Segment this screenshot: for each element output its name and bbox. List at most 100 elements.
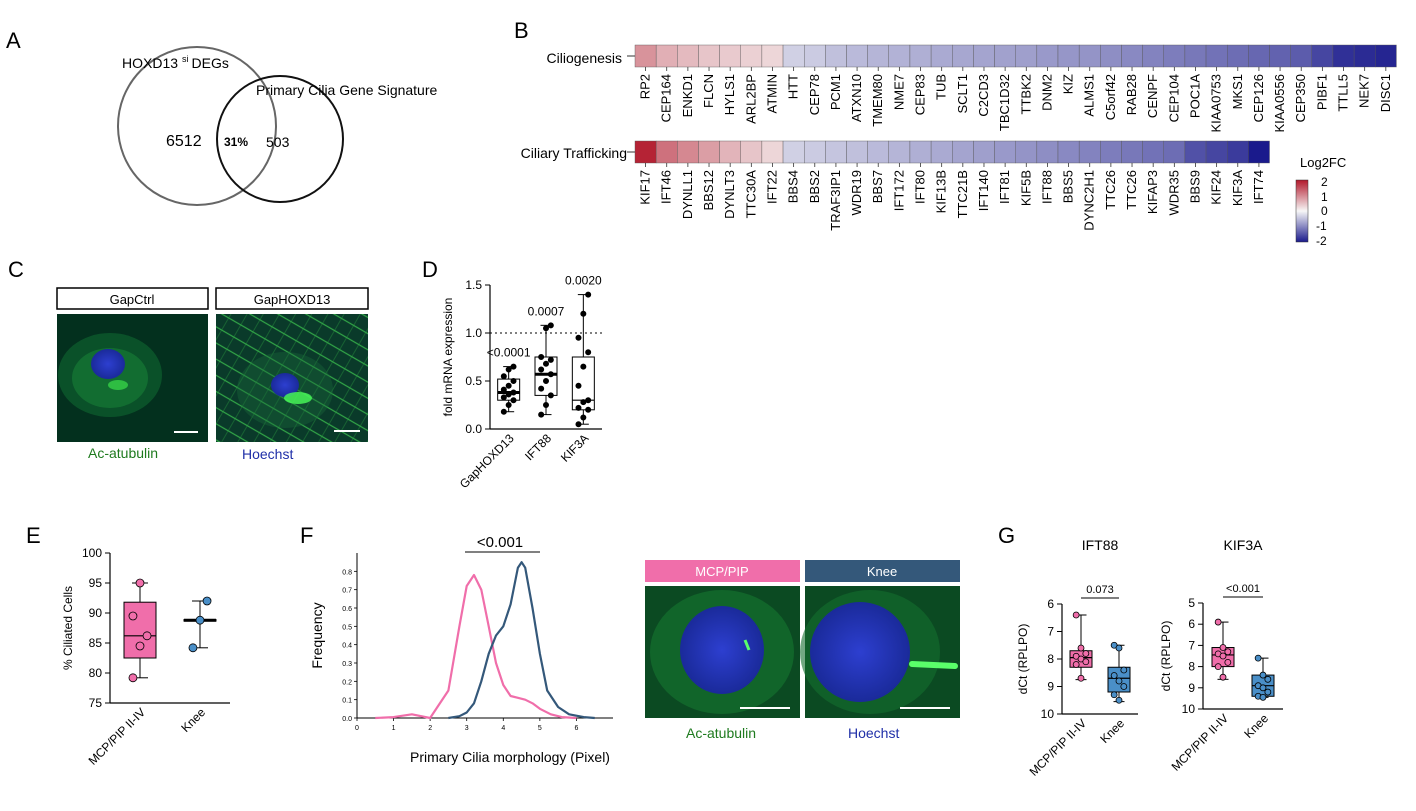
heatmap-gene-label: ENKD1 xyxy=(680,74,695,117)
venn-overlap-percent: 31% xyxy=(224,135,248,149)
data-point xyxy=(1082,658,1090,666)
heatmap-cell xyxy=(1248,44,1270,68)
heatmap-gene-label: WDR19 xyxy=(849,170,864,216)
panel-letter-e: E xyxy=(26,523,41,548)
y-tick-label: 6 xyxy=(1188,617,1195,631)
heatmap-cell xyxy=(1057,140,1080,164)
heatmap-gene-label: TTC26 xyxy=(1124,170,1139,210)
heatmap-gene-label: RAB28 xyxy=(1124,74,1139,115)
heatmap-cell xyxy=(930,44,953,68)
heatmap-gene-label: DNM2 xyxy=(1039,74,1054,111)
heatmap-gene-label: HTT xyxy=(786,74,801,99)
heatmap-cell xyxy=(719,140,741,164)
data-point xyxy=(580,310,587,317)
heatmap-gene-label: KIF5B xyxy=(1018,170,1033,206)
x-tick-label: 2 xyxy=(428,725,432,732)
chart-title: <0.001 xyxy=(477,534,523,551)
heatmap-gene-label: KIF3A xyxy=(1230,170,1245,206)
y-tick-label: 0.0 xyxy=(342,716,352,723)
y-tick-label: 95 xyxy=(89,576,103,590)
heatmap-cell xyxy=(698,140,720,164)
heatmap-gene-label: KIF24 xyxy=(1209,170,1224,205)
heatmap-cell xyxy=(1184,44,1207,68)
heatmap-cell xyxy=(740,140,763,164)
y-tick-label: 0.3 xyxy=(342,661,352,668)
data-point xyxy=(128,611,138,621)
heatmap-gene-label: WDR35 xyxy=(1166,170,1181,216)
y-tick-label: 8 xyxy=(1188,660,1195,674)
data-point xyxy=(1214,663,1222,670)
y-axis-label: Frequency xyxy=(309,602,325,668)
data-point xyxy=(135,641,145,651)
chart-g-kif3a: 5 6 7 8 9 10 dCt (RPLPO) MCP/PIP II-IV Knee <0.00… xyxy=(1159,537,1283,774)
data-point xyxy=(1120,666,1128,674)
y-tick-label: 8 xyxy=(1047,652,1054,666)
heatmap-cell xyxy=(782,140,805,164)
heatmap-gene-label: KIZ xyxy=(1061,74,1076,94)
heatmap-gene-label: IFT81 xyxy=(997,170,1012,204)
data-point xyxy=(202,596,212,606)
stain-label-acatubulin-f: Ac-atubulin xyxy=(686,725,756,741)
heatmap-cell xyxy=(909,140,932,164)
heatmap-cell xyxy=(761,44,784,68)
heatmap-cell xyxy=(952,44,974,68)
heatmap-gene-label: KIFAP3 xyxy=(1145,170,1160,214)
data-point xyxy=(1259,684,1267,692)
heatmap-legend-title: Log2FC xyxy=(1300,155,1346,170)
chart-title: KIF3A xyxy=(1224,537,1264,553)
x-axis-label: Primary Cilia morphology (Pixel) xyxy=(410,749,610,765)
heatmap-cell xyxy=(804,140,826,164)
micrograph-knee xyxy=(800,586,960,718)
label-box-mcp-pip xyxy=(645,560,800,582)
y-tick-label: 0.7 xyxy=(342,588,352,595)
data-point xyxy=(1110,691,1118,699)
y-tick-label: 7 xyxy=(1047,625,1054,639)
heatmap-cell xyxy=(1163,44,1186,68)
label-gaphoxd13: GapHOXD13 xyxy=(254,292,331,307)
heatmap-cell xyxy=(1057,44,1080,68)
data-point xyxy=(188,643,198,653)
x-tick-label: 5 xyxy=(538,725,542,732)
heatmap-cell xyxy=(994,44,1016,68)
heatmap-cell xyxy=(952,140,974,164)
stain-label-acatubulin: Ac-atubulin xyxy=(88,445,158,461)
data-point xyxy=(547,322,554,329)
data-point xyxy=(580,363,587,370)
data-point xyxy=(547,356,554,363)
label-mcp-pip: MCP/PIP xyxy=(695,564,748,579)
panel-letter-a: A xyxy=(6,28,21,53)
heatmap-cell xyxy=(698,44,720,68)
panel-letter-c: C xyxy=(8,257,24,282)
data-point xyxy=(538,385,545,392)
heatmap-gene-label: CEP83 xyxy=(913,74,928,115)
y-tick-label: 0.5 xyxy=(342,624,352,631)
data-point xyxy=(1259,671,1267,679)
heatmap-cell xyxy=(740,44,763,68)
data-point xyxy=(1072,661,1080,668)
heatmap-cell xyxy=(1078,140,1101,164)
heatmap-cell xyxy=(909,44,932,68)
y-tick-label: 0.5 xyxy=(465,374,482,388)
heatmap-cell xyxy=(655,44,678,68)
legend-tick-2: 2 xyxy=(1321,175,1328,189)
venn-left-circle xyxy=(117,46,277,206)
heatmap-row-label-ciliary-trafficking: Ciliary Trafficking xyxy=(521,145,627,161)
heatmap-cell xyxy=(1226,44,1249,68)
data-point xyxy=(510,377,517,384)
heatmap-gene-label: IFT46 xyxy=(659,170,674,204)
y-tick-label: 7 xyxy=(1188,638,1195,652)
micrograph-gapctrl xyxy=(57,314,208,442)
micrograph-mcp-pip xyxy=(645,586,800,718)
data-point xyxy=(505,382,512,389)
heatmap-gene-label: TTC21B xyxy=(955,170,970,218)
p-value-label: 0.0020 xyxy=(565,274,602,288)
data-point xyxy=(575,334,582,341)
heatmap-gene-label: KIAA0556 xyxy=(1272,74,1287,133)
data-point xyxy=(538,366,545,373)
heatmap: Ciliogenesis Ciliary Trafficking RP2 CEP1… xyxy=(521,44,1397,248)
data-point xyxy=(543,377,550,384)
heatmap-gene-label: TRAF3IP1 xyxy=(828,170,843,231)
heatmap-gene-label: BBS2 xyxy=(807,170,822,203)
heatmap-gene-label: ARL2BP xyxy=(743,74,758,124)
